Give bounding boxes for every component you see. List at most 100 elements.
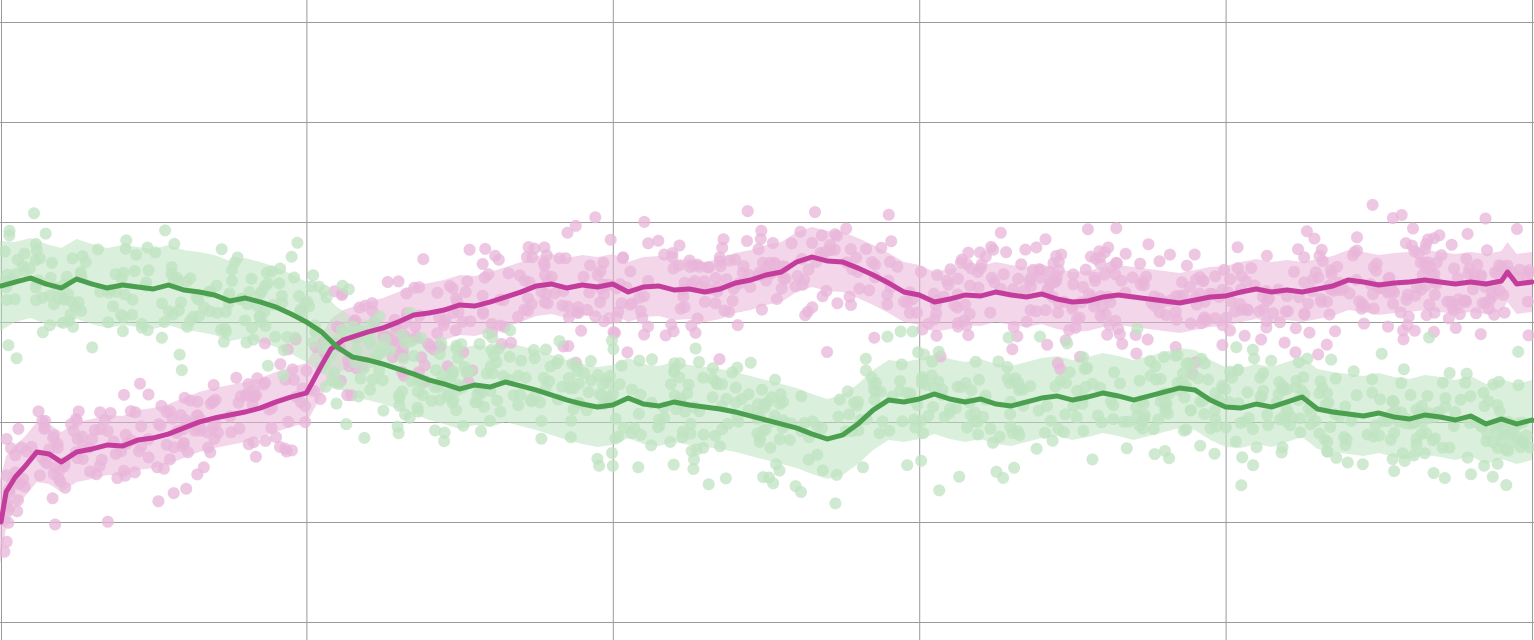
green-point	[1499, 443, 1512, 456]
green-point	[1482, 395, 1495, 408]
green-point	[1133, 374, 1146, 387]
green-point	[857, 461, 869, 474]
green-point	[609, 412, 622, 425]
magenta-point	[598, 288, 610, 301]
green-point	[1136, 422, 1149, 435]
green-point	[1523, 441, 1534, 454]
magenta-point	[505, 336, 517, 349]
green-point	[277, 344, 290, 357]
green-point	[503, 350, 516, 363]
magenta-point	[119, 469, 132, 482]
green-point	[393, 389, 405, 402]
magenta-point	[1020, 315, 1033, 328]
green-point	[634, 428, 647, 441]
magenta-point	[1134, 257, 1147, 270]
green-point	[632, 461, 645, 474]
green-point	[617, 421, 630, 434]
magenta-point	[142, 388, 155, 401]
magenta-point	[1007, 283, 1020, 296]
green-point	[1461, 451, 1474, 464]
magenta-point	[1401, 288, 1414, 301]
magenta-point	[1042, 282, 1054, 295]
green-point	[1330, 451, 1343, 464]
magenta-point	[815, 229, 828, 242]
green-point	[294, 303, 307, 316]
magenta-point	[972, 281, 985, 294]
green-point	[773, 464, 786, 477]
green-point	[992, 355, 1005, 368]
green-point	[192, 293, 205, 306]
magenta-point	[799, 309, 812, 322]
magenta-point	[741, 235, 753, 247]
green-point	[1049, 380, 1062, 393]
magenta-point	[779, 272, 792, 285]
green-point	[30, 294, 42, 307]
green-point	[731, 361, 744, 374]
green-point	[645, 439, 658, 452]
magenta-point	[1039, 233, 1052, 246]
green-point	[729, 381, 742, 394]
magenta-point	[249, 450, 262, 463]
green-point	[1460, 367, 1473, 380]
green-point	[1338, 431, 1350, 443]
green-point	[397, 352, 410, 365]
green-point	[1421, 389, 1434, 402]
magenta-point	[265, 421, 278, 434]
magenta-point	[135, 420, 148, 433]
magenta-point	[233, 422, 246, 435]
green-point	[1410, 432, 1423, 445]
magenta-point	[713, 255, 726, 268]
magenta-point	[1216, 339, 1229, 351]
magenta-point	[0, 433, 13, 445]
magenta-point	[1461, 227, 1474, 240]
magenta-point	[1351, 231, 1363, 244]
magenta-point	[494, 319, 507, 332]
green-point	[494, 405, 507, 418]
magenta-point	[1109, 268, 1122, 281]
green-point	[1386, 453, 1399, 466]
magenta-point	[1218, 263, 1231, 276]
green-point	[1397, 363, 1410, 376]
magenta-point	[1190, 273, 1203, 286]
green-point	[364, 383, 377, 396]
green-point	[1313, 387, 1326, 400]
magenta-point	[270, 431, 282, 444]
magenta-point	[1303, 326, 1316, 339]
green-point	[1486, 470, 1499, 483]
magenta-point	[962, 329, 975, 342]
magenta-point	[1289, 346, 1302, 359]
magenta-point	[47, 429, 60, 442]
magenta-point	[32, 405, 45, 418]
green-point	[609, 432, 622, 445]
green-point	[1350, 389, 1363, 402]
green-point	[473, 338, 486, 350]
green-point	[240, 336, 253, 349]
green-point	[1419, 427, 1432, 439]
magenta-point	[1428, 288, 1441, 301]
green-point	[1418, 447, 1431, 460]
green-point	[1149, 373, 1162, 386]
magenta-point	[1109, 314, 1122, 327]
magenta-point	[477, 307, 490, 320]
magenta-point	[666, 247, 679, 260]
green-point	[1131, 409, 1144, 422]
green-point	[883, 424, 896, 437]
magenta-point	[1170, 313, 1183, 326]
green-point	[116, 325, 129, 338]
magenta-point	[12, 422, 25, 435]
green-point	[795, 390, 808, 403]
green-point	[158, 316, 171, 328]
green-point	[66, 252, 79, 265]
green-point	[1077, 351, 1090, 364]
magenta-point	[1462, 267, 1475, 280]
magenta-point	[1116, 337, 1129, 350]
green-point	[184, 272, 197, 285]
magenta-point	[1231, 262, 1244, 275]
green-point	[512, 399, 525, 412]
magenta-point	[561, 300, 574, 313]
green-point	[407, 350, 420, 362]
green-point	[1046, 434, 1059, 447]
green-point	[1236, 451, 1249, 464]
green-point	[689, 342, 702, 355]
magenta-point	[463, 243, 476, 256]
